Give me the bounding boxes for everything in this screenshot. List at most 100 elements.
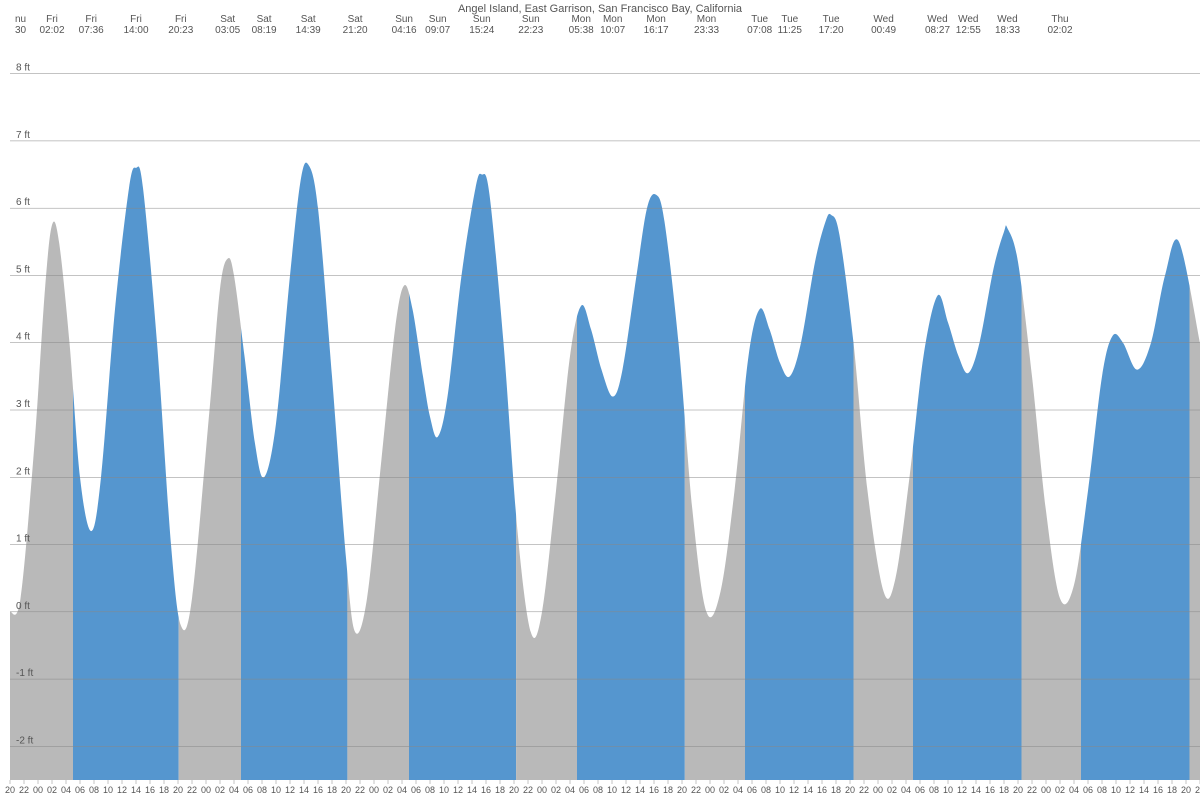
tide-extreme-day: Tue	[751, 14, 768, 25]
x-tick-label: 00	[873, 785, 883, 795]
x-tick-label: 18	[1167, 785, 1177, 795]
y-tick-label: 0 ft	[16, 601, 30, 612]
tide-extreme-day: Sat	[348, 14, 363, 25]
x-tick-label: 16	[649, 785, 659, 795]
x-tick-label: 18	[159, 785, 169, 795]
x-tick-label: 02	[215, 785, 225, 795]
tide-extreme-time: 04:16	[392, 25, 417, 36]
x-tick-label: 20	[845, 785, 855, 795]
x-tick-label: 22	[187, 785, 197, 795]
x-tick-label: 04	[733, 785, 743, 795]
y-tick-label: 8 ft	[16, 63, 30, 74]
x-tick-label: 04	[1069, 785, 1079, 795]
x-tick-label: 04	[901, 785, 911, 795]
x-tick-label: 12	[117, 785, 127, 795]
x-tick-label: 16	[1153, 785, 1163, 795]
tide-extreme-day: Sat	[301, 14, 316, 25]
tide-extreme-time: 14:39	[296, 25, 321, 36]
y-tick-label: -1 ft	[16, 668, 33, 679]
tide-extreme-time: 18:33	[995, 25, 1020, 36]
tide-extreme-day: Fri	[130, 14, 142, 25]
x-tick-label: 14	[131, 785, 141, 795]
tide-extreme-time: 08:27	[925, 25, 950, 36]
tide-extreme-time: 03:05	[215, 25, 240, 36]
tide-extreme-time: 09:07	[425, 25, 450, 36]
x-tick-label: 20	[509, 785, 519, 795]
x-tick-label: 20	[5, 785, 15, 795]
x-tick-label: 12	[789, 785, 799, 795]
y-tick-label: 7 ft	[16, 130, 30, 141]
x-tick-label: 02	[551, 785, 561, 795]
x-tick-label: 08	[425, 785, 435, 795]
y-tick-label: 1 ft	[16, 534, 30, 545]
x-tick-label: 22	[19, 785, 29, 795]
tide-extreme-day: Thu	[1051, 14, 1068, 25]
x-tick-label: 14	[1139, 785, 1149, 795]
x-tick-label: 18	[663, 785, 673, 795]
tide-extreme-time: 22:23	[518, 25, 543, 36]
x-tick-label: 10	[103, 785, 113, 795]
x-tick-label: 08	[89, 785, 99, 795]
x-tick-label: 12	[453, 785, 463, 795]
x-tick-label: 20	[1013, 785, 1023, 795]
x-tick-label: 06	[915, 785, 925, 795]
y-tick-label: -2 ft	[16, 735, 33, 746]
tide-extreme-time: 11:25	[778, 25, 803, 36]
x-tick-label: 12	[621, 785, 631, 795]
x-tick-label: 10	[271, 785, 281, 795]
tide-extreme-time: 15:24	[469, 25, 494, 36]
tide-extreme-time: 05:38	[569, 25, 594, 36]
tide-extreme-day: Fri	[46, 14, 58, 25]
x-tick-label: 00	[369, 785, 379, 795]
tide-extreme-time: 00:49	[871, 25, 896, 36]
tide-chart: -2 ft-1 ft0 ft1 ft2 ft3 ft4 ft5 ft6 ft7 …	[0, 0, 1200, 800]
tide-extreme-day: Sat	[257, 14, 272, 25]
x-tick-label: 02	[47, 785, 57, 795]
tide-extreme-day: Mon	[571, 14, 590, 25]
tide-extreme-time: 02:02	[39, 25, 64, 36]
tide-chart-svg: -2 ft-1 ft0 ft1 ft2 ft3 ft4 ft5 ft6 ft7 …	[0, 0, 1200, 800]
x-tick-label: 04	[565, 785, 575, 795]
x-tick-label: 14	[467, 785, 477, 795]
x-tick-label: 06	[747, 785, 757, 795]
y-tick-label: 3 ft	[16, 399, 30, 410]
tide-extreme-day: Wed	[997, 14, 1017, 25]
x-tick-label: 20	[1181, 785, 1191, 795]
tide-extreme-time: 21:20	[343, 25, 368, 36]
x-tick-label: 22	[1195, 785, 1200, 795]
x-tick-label: 04	[397, 785, 407, 795]
x-tick-label: 18	[327, 785, 337, 795]
tide-extreme-day: Mon	[603, 14, 622, 25]
tide-extreme-time: 07:08	[747, 25, 772, 36]
x-tick-label: 02	[719, 785, 729, 795]
x-tick-label: 02	[383, 785, 393, 795]
x-tick-label: 00	[201, 785, 211, 795]
tide-extreme-day: Wed	[958, 14, 978, 25]
x-tick-label: 12	[285, 785, 295, 795]
tide-extreme-day: Sun	[429, 14, 447, 25]
x-tick-label: 12	[1125, 785, 1135, 795]
x-tick-label: 02	[1055, 785, 1065, 795]
x-tick-label: 10	[1111, 785, 1121, 795]
tide-extreme-day: Wed	[927, 14, 947, 25]
x-tick-label: 22	[1027, 785, 1037, 795]
x-tick-label: 22	[691, 785, 701, 795]
x-tick-label: 22	[859, 785, 869, 795]
x-tick-label: 08	[257, 785, 267, 795]
tide-extreme-time: 08:19	[252, 25, 277, 36]
x-tick-label: 10	[607, 785, 617, 795]
y-tick-label: 5 ft	[16, 264, 30, 275]
tide-extreme-time: 17:20	[819, 25, 844, 36]
x-tick-label: 08	[761, 785, 771, 795]
tide-extreme-time: 16:17	[644, 25, 669, 36]
tide-extreme-day: Fri	[85, 14, 97, 25]
x-tick-label: 08	[593, 785, 603, 795]
x-tick-label: 00	[1041, 785, 1051, 795]
x-tick-label: 14	[803, 785, 813, 795]
x-tick-label: 00	[705, 785, 715, 795]
tide-extreme-time: 07:36	[79, 25, 104, 36]
x-tick-label: 12	[957, 785, 967, 795]
x-tick-label: 22	[355, 785, 365, 795]
x-tick-label: 20	[341, 785, 351, 795]
tide-extreme-time: 23:33	[694, 25, 719, 36]
